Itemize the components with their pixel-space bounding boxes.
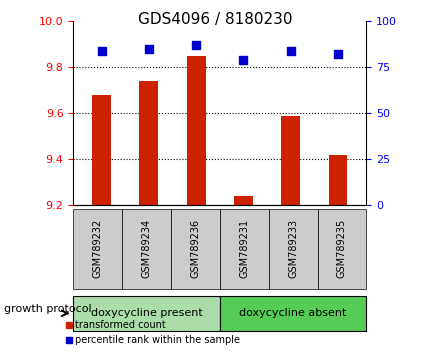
- Text: doxycycline present: doxycycline present: [90, 308, 202, 318]
- Legend: transformed count, percentile rank within the sample: transformed count, percentile rank withi…: [61, 316, 244, 349]
- Point: [145, 46, 152, 52]
- Bar: [186, 56, 205, 205]
- Point: [98, 48, 105, 53]
- Bar: [328, 155, 347, 205]
- Text: GSM789234: GSM789234: [141, 219, 151, 278]
- Point: [192, 42, 199, 48]
- Point: [334, 52, 341, 57]
- Text: GSM789232: GSM789232: [92, 219, 102, 278]
- Bar: [92, 95, 111, 205]
- Bar: [281, 115, 299, 205]
- Point: [287, 48, 294, 53]
- Point: [240, 57, 246, 63]
- Bar: [233, 196, 252, 205]
- Text: GDS4096 / 8180230: GDS4096 / 8180230: [138, 12, 292, 27]
- Text: growth protocol: growth protocol: [4, 304, 92, 314]
- Text: GSM789231: GSM789231: [239, 219, 249, 278]
- Bar: [139, 81, 158, 205]
- Text: GSM789233: GSM789233: [287, 219, 298, 278]
- Text: GSM789235: GSM789235: [336, 219, 346, 278]
- Text: GSM789236: GSM789236: [190, 219, 200, 278]
- Text: doxycycline absent: doxycycline absent: [239, 308, 346, 318]
